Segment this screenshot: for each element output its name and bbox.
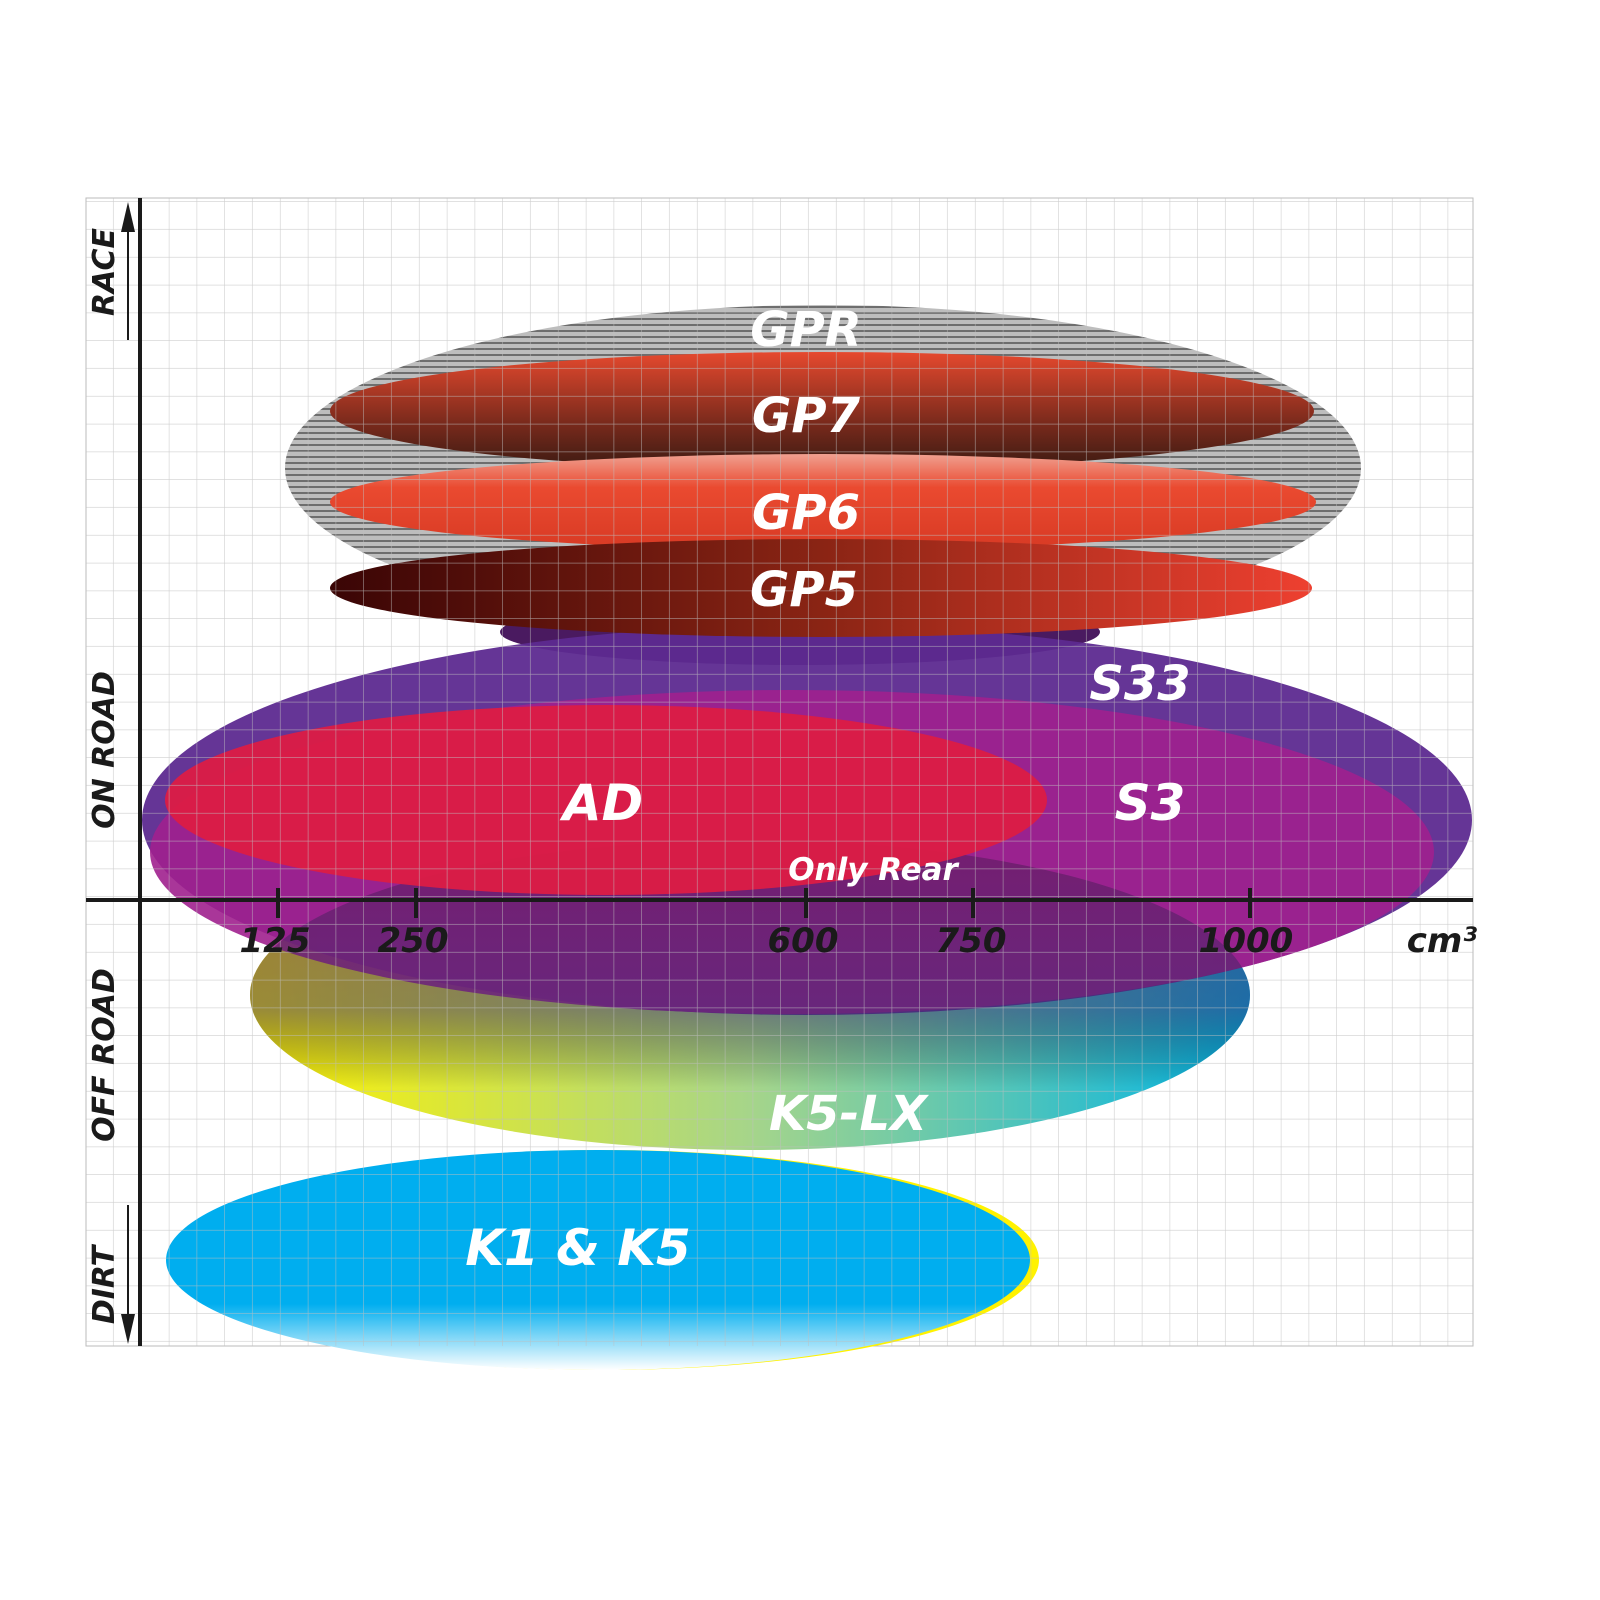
s3-label: S3 xyxy=(1115,774,1186,832)
only-rear-label: Only Rear xyxy=(788,852,959,888)
gp5-label: GP5 xyxy=(750,562,858,618)
tick-600: 600 xyxy=(768,921,839,961)
gp6-label: GP6 xyxy=(752,485,860,541)
tick-1000: 1000 xyxy=(1199,921,1294,961)
y-label-race: RACE xyxy=(87,228,122,316)
dirt-arrow-icon xyxy=(121,1205,135,1344)
y-label-dirt: DIRT xyxy=(87,1243,122,1324)
grid xyxy=(86,198,1473,1346)
tick-750: 750 xyxy=(936,921,1007,961)
x-unit: cm³ xyxy=(1407,921,1478,961)
gp7-label: GP7 xyxy=(752,388,861,444)
k5lx-label: K5-LX xyxy=(769,1086,929,1142)
tick-125: 125 xyxy=(240,921,311,961)
tick-250: 250 xyxy=(378,921,449,961)
x-ticks xyxy=(276,888,1252,918)
race-arrow-icon xyxy=(121,202,135,340)
s33-label: S33 xyxy=(1089,656,1190,712)
y-label-on-road: ON ROAD xyxy=(87,671,122,829)
ad-label: AD xyxy=(559,774,643,832)
k1k5-label: K1 & K5 xyxy=(465,1219,691,1277)
y-label-off-road: OFF ROAD xyxy=(87,968,122,1142)
gpr-label: GPR xyxy=(750,302,862,358)
